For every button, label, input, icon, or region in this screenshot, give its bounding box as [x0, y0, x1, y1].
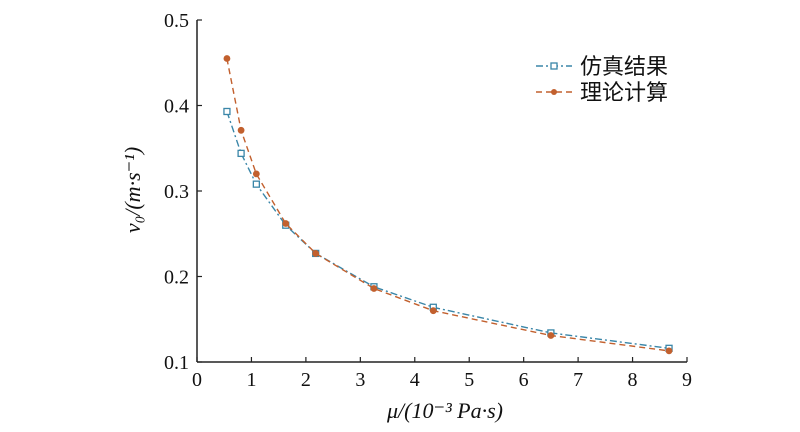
data-point	[252, 170, 260, 178]
x-tick-label: 1	[246, 369, 256, 391]
data-point	[665, 347, 673, 355]
legend-label: 仿真结果	[580, 55, 668, 80]
series-line	[226, 58, 670, 352]
y-tick-label: 0.2	[164, 267, 189, 289]
y-tick-label: 0.1	[164, 352, 189, 374]
y-axis-title: v₀/(m·s⁻¹)	[120, 147, 145, 233]
x-tick-label: 4	[410, 369, 420, 391]
x-tick-label: 5	[464, 369, 474, 391]
plot-series	[223, 55, 673, 355]
x-tick-label: 9	[682, 369, 692, 391]
axes: 0 1 2 3 4 5 6 7 8 9 0.1 0.2 0.3 0.4 0.5	[164, 10, 692, 391]
data-point	[370, 285, 378, 292]
data-point	[547, 332, 555, 339]
data-point	[223, 107, 231, 116]
data-point	[223, 55, 231, 62]
x-tick-label: 0	[192, 369, 202, 391]
x-axis-title: μ/(10⁻³ Pa·s)	[386, 398, 503, 423]
legend-marker	[550, 62, 558, 70]
x-tick-label: 3	[355, 369, 365, 391]
data-point	[312, 250, 320, 257]
y-tick-label: 0.5	[164, 10, 189, 32]
series-2	[223, 55, 673, 355]
x-tick-label: 2	[301, 369, 311, 391]
data-point	[252, 180, 260, 188]
data-point	[237, 149, 245, 158]
data-point	[237, 126, 245, 134]
legend-marker	[551, 89, 557, 95]
legend-label: 理论计算	[580, 81, 668, 106]
data-point	[282, 220, 290, 227]
y-tick-label: 0.3	[164, 181, 189, 203]
data-point	[429, 307, 437, 315]
x-tick-label: 7	[573, 369, 583, 391]
y-tick-label: 0.4	[164, 96, 189, 118]
x-tick-label: 8	[628, 369, 638, 391]
series-line	[226, 111, 670, 349]
x-tick-label: 6	[519, 369, 529, 391]
